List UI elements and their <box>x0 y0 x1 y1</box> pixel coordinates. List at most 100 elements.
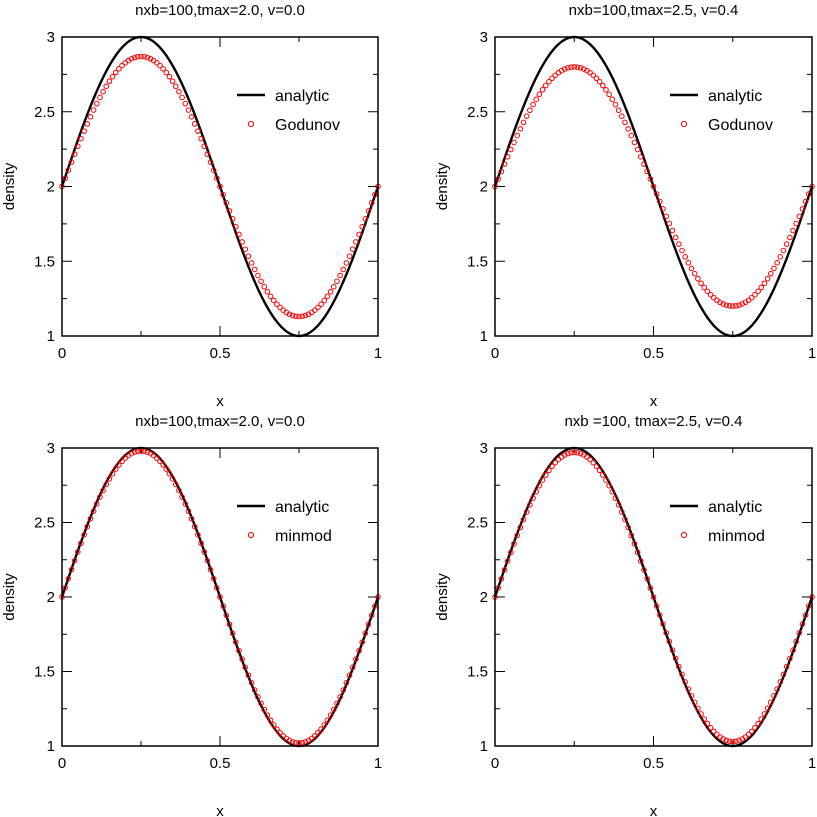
data-point-minmod <box>764 705 771 712</box>
y-tick-label: 1.5 <box>467 664 488 681</box>
data-point-minmod <box>236 647 242 654</box>
data-point-godunov <box>62 175 68 182</box>
data-point-minmod <box>248 680 255 686</box>
data-point-minmod <box>267 717 274 724</box>
data-point-godunov <box>609 96 616 103</box>
data-point-godunov <box>565 65 571 71</box>
data-point-godunov <box>141 53 147 60</box>
data-point-minmod <box>806 603 812 609</box>
data-point-minmod <box>233 639 239 645</box>
data-point-godunov <box>796 213 803 220</box>
data-point-godunov <box>223 200 230 206</box>
data-point-minmod <box>619 509 625 515</box>
data-point-godunov <box>365 208 372 214</box>
y-tick-label: 2.5 <box>34 515 55 532</box>
data-point-godunov <box>97 94 103 101</box>
data-point-minmod <box>166 470 173 477</box>
data-point-minmod <box>774 686 780 692</box>
y-tick-label: 2 <box>480 589 488 606</box>
data-point-godunov <box>131 54 138 61</box>
data-point-godunov <box>638 153 644 160</box>
data-point-godunov <box>318 301 324 307</box>
data-point-minmod <box>245 672 252 679</box>
data-point-minmod <box>790 647 796 654</box>
data-point-godunov <box>214 175 220 182</box>
data-point-godunov <box>580 66 587 72</box>
data-point-minmod <box>695 705 701 712</box>
data-point-minmod <box>119 458 125 465</box>
legend-label-minmod: minmod <box>275 528 332 545</box>
data-point-minmod <box>277 729 283 736</box>
data-point-godunov <box>191 121 198 127</box>
data-point-godunov <box>774 259 780 266</box>
data-point-godunov <box>669 227 676 234</box>
data-point-godunov <box>787 234 793 241</box>
data-point-minmod <box>334 700 340 707</box>
data-point-minmod <box>726 738 733 745</box>
y-axis-label: density <box>1 162 18 210</box>
data-point-godunov <box>340 266 347 273</box>
data-point-godunov <box>504 153 511 160</box>
data-point-godunov <box>261 283 268 290</box>
y-tick-label: 1 <box>480 738 488 755</box>
data-point-godunov <box>523 113 530 119</box>
chart-title: nxb=100,tmax=2.5, v=0.4 <box>569 2 739 19</box>
data-point-godunov <box>733 303 739 309</box>
data-point-minmod <box>217 594 223 600</box>
data-point-godunov <box>615 107 622 114</box>
legend-label-analytic: analytic <box>275 88 329 105</box>
data-point-godunov <box>210 167 217 173</box>
data-point-godunov <box>353 239 359 245</box>
data-point-godunov <box>264 288 271 295</box>
data-point-minmod <box>771 693 777 699</box>
data-point-godunov <box>182 100 189 107</box>
data-point-minmod <box>653 603 660 609</box>
data-point-minmod <box>533 488 540 495</box>
data-point-minmod <box>599 472 606 478</box>
x-tick-label: 1 <box>374 345 382 362</box>
data-point-godunov <box>68 159 75 165</box>
data-point-minmod <box>590 459 597 466</box>
data-point-minmod <box>802 612 809 618</box>
data-point-godunov <box>90 107 97 113</box>
data-point-minmod <box>255 694 261 700</box>
data-point-minmod <box>549 463 555 470</box>
data-point-minmod <box>81 532 87 538</box>
legend-label-minmod: minmod <box>708 528 765 545</box>
data-point-godunov <box>135 53 141 60</box>
data-point-minmod <box>672 655 679 662</box>
data-point-godunov <box>593 75 600 82</box>
data-point-minmod <box>78 540 84 547</box>
data-point-minmod <box>90 508 97 514</box>
data-point-minmod <box>214 585 220 591</box>
data-point-godunov <box>723 302 730 308</box>
data-point-godunov <box>666 220 673 227</box>
data-point-godunov <box>663 213 669 220</box>
legend: analytic minmod <box>670 499 765 545</box>
y-tick-label: 2.5 <box>467 515 488 532</box>
data-point-minmod <box>321 722 328 728</box>
data-point-minmod <box>87 515 94 522</box>
data-point-godunov <box>536 91 543 98</box>
data-point-godunov <box>546 78 552 85</box>
data-point-godunov <box>676 241 682 247</box>
x-tick-label: 0.5 <box>643 755 664 772</box>
data-point-godunov <box>577 65 584 71</box>
x-tick-label: 0.5 <box>210 755 231 772</box>
y-tick-label: 2.5 <box>467 104 488 121</box>
data-point-minmod <box>182 501 189 507</box>
data-point-godunov <box>154 60 160 66</box>
x-tick-label: 0.5 <box>643 345 664 362</box>
data-point-godunov <box>790 227 796 234</box>
data-point-godunov <box>682 253 689 260</box>
plot-frame <box>494 36 813 337</box>
x-tick-label: 1 <box>374 755 382 772</box>
data-point-godunov <box>672 234 679 241</box>
y-tick-label: 3 <box>480 440 488 457</box>
legend-label-analytic: analytic <box>708 499 762 516</box>
data-point-godunov <box>112 69 119 76</box>
data-point-godunov <box>201 143 207 150</box>
data-point-minmod <box>62 585 68 591</box>
data-point-godunov <box>302 312 309 319</box>
data-point-godunov <box>312 307 318 314</box>
